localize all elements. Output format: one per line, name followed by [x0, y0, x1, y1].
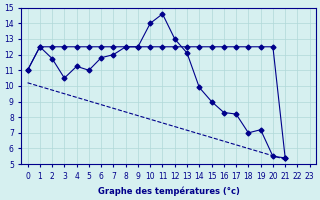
- X-axis label: Graphe des températures (°c): Graphe des températures (°c): [98, 186, 240, 196]
